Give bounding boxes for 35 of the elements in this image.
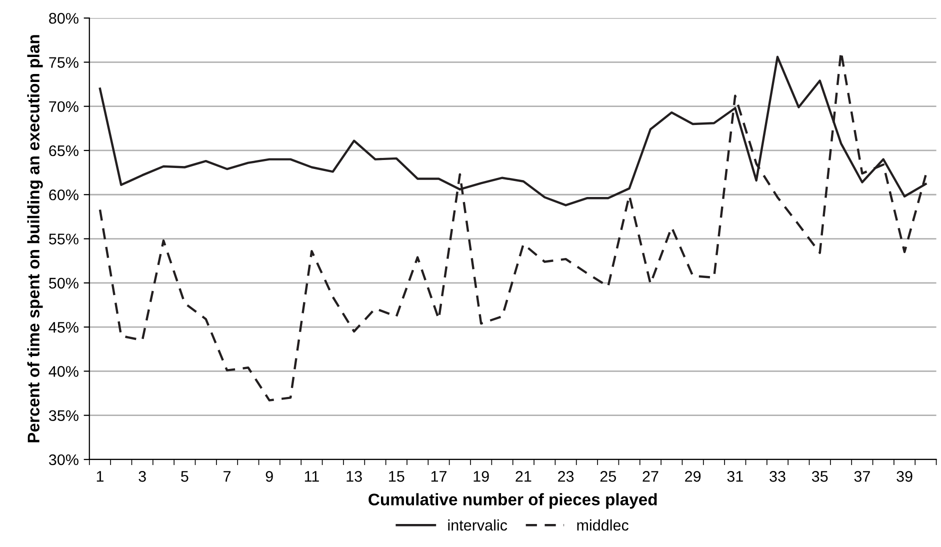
x-tick-label: 11 [304,471,319,482]
x-tick-label: 9 [266,470,273,482]
y-tick-label: 65% [49,145,78,156]
x-tick-label: 25 [600,470,616,482]
legend-label: middlec [577,519,628,531]
x-tick-label: 5 [181,471,188,482]
y-tick-label: 30% [48,454,78,466]
x-tick-label: 13 [346,470,362,482]
x-tick-label: 1 [96,471,104,482]
y-tick-label: 50% [49,278,78,289]
x-tick-label: 3 [138,470,146,482]
y-tick-label: 35% [48,410,78,422]
x-tick-label: 39 [896,470,912,482]
x-tick-label: 15 [389,471,404,482]
x-tick-label: 37 [854,470,870,482]
x-tick-label: 27 [642,470,658,482]
y-tick-label: 45% [48,322,78,333]
y-axis-title: Percent of time spent on building an execution plan [27,35,43,442]
y-tick-label: 40% [48,366,78,377]
legend-label: intervalic [448,519,508,531]
x-tick-label: 23 [558,470,574,482]
x-axis-title: Cumulative number of pieces played [368,493,657,509]
y-tick-label: 75% [49,57,78,68]
y-tick-label: 60% [49,189,78,200]
x-tick-label: 17 [431,471,446,482]
y-tick-label: 80% [49,12,78,24]
x-tick-label: 31 [727,470,743,482]
x-tick-label: 33 [770,470,786,482]
y-tick-label: 70% [49,101,78,112]
x-tick-label: 7 [224,471,230,482]
y-tick-label: 55% [49,234,78,244]
x-tick-label: 21 [516,470,532,482]
x-tick-label: 29 [685,470,701,482]
x-tick-label: 35 [812,470,828,482]
x-tick-label: 19 [474,470,489,482]
